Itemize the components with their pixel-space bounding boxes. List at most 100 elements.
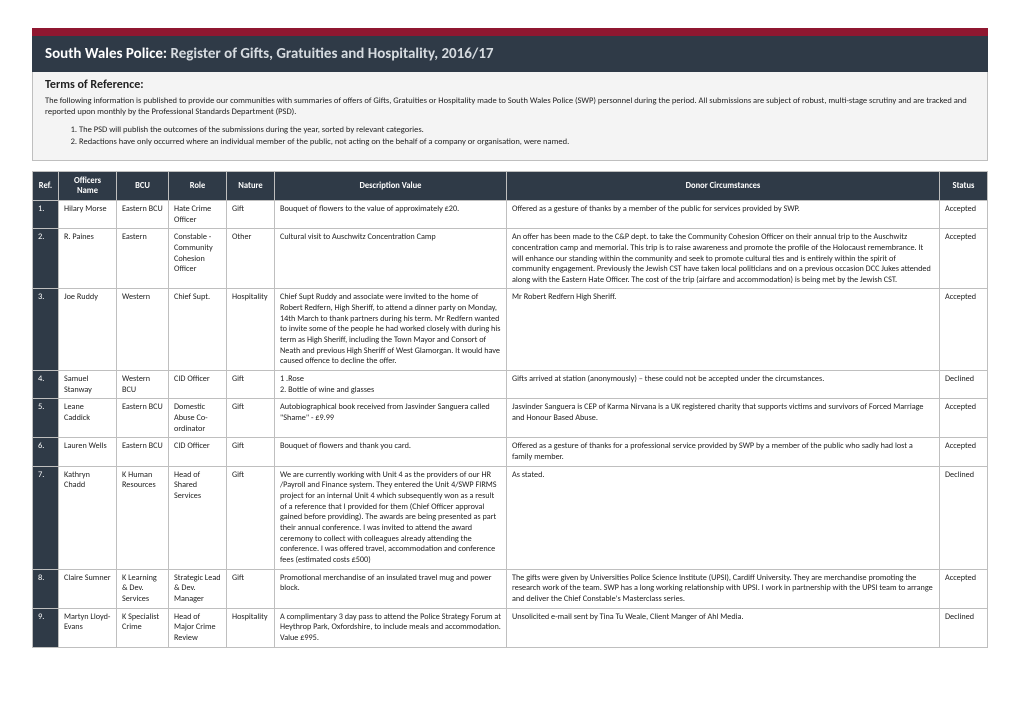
cell-donor: Gifts arrived at station (anonymously) –… [507,371,940,399]
cell-nature: Gift [227,466,275,569]
cell-bcu: Eastern BCU [117,399,169,438]
cell-bcu: K Specialist Crime [117,608,169,647]
cell-status: Accepted [940,200,988,228]
cell-ref: 8. [33,569,59,608]
cell-role: Head of Major Crime Review [169,608,227,647]
col-donor: Donor Circumstances [507,171,940,200]
cell-donor: Offered as a gesture of thanks by a memb… [507,200,940,228]
cell-role: Domestic Abuse Co-ordinator [169,399,227,438]
accent-stripe [32,28,988,36]
cell-bcu: Eastern BCU [117,438,169,466]
table-row: 4.Samuel StanwayWestern BCUCID OfficerGi… [33,371,988,399]
cell-status: Accepted [940,399,988,438]
cell-role: Hate Crime Officer [169,200,227,228]
cell-desc: Autobiographical book received from Jasv… [275,399,507,438]
cell-name: Samuel Stanway [59,371,117,399]
cell-nature: Gift [227,200,275,228]
cell-status: Declined [940,371,988,399]
terms-list: The PSD will publish the outcomes of the… [45,125,975,149]
cell-role: Strategic Lead & Dev. Manager [169,569,227,608]
table-row: 6.Lauren WellsEastern BCUCID OfficerGift… [33,438,988,466]
col-bcu: BCU [117,171,169,200]
cell-ref: 1. [33,200,59,228]
cell-nature: Gift [227,438,275,466]
cell-desc: Bouquet of flowers and thank you card. [275,438,507,466]
cell-desc: 1 .Rose2. Bottle of wine and glasses [275,371,507,399]
table-row: 9.Martyn Lloyd-EvansK Specialist CrimeHe… [33,608,988,647]
cell-donor: As stated. [507,466,940,569]
table-row: 2.R. PainesEasternConstable - Community … [33,229,988,289]
cell-ref: 4. [33,371,59,399]
cell-role: CID Officer [169,371,227,399]
cell-nature: Other [227,229,275,289]
cell-status: Accepted [940,569,988,608]
cell-donor: Offered as a gesture of thanks for a pro… [507,438,940,466]
table-row: 8.Claire SumnerK Learning & Dev. Service… [33,569,988,608]
cell-donor: An offer has been made to the C&P dept. … [507,229,940,289]
cell-desc: Cultural visit to Auschwitz Concentratio… [275,229,507,289]
terms-of-reference: Terms of Reference: The following inform… [32,72,988,161]
table-row: 7.Kathryn ChaddK Human ResourcesHead of … [33,466,988,569]
cell-name: R. Paines [59,229,117,289]
header-org: South Wales Police: [45,45,167,63]
cell-nature: Gift [227,371,275,399]
col-name: Officers Name [59,171,117,200]
cell-bcu: K Human Resources [117,466,169,569]
cell-name: Lauren Wells [59,438,117,466]
col-desc: Description Value [275,171,507,200]
cell-name: Martyn Lloyd-Evans [59,608,117,647]
cell-nature: Gift [227,399,275,438]
cell-name: Claire Sumner [59,569,117,608]
cell-ref: 7. [33,466,59,569]
cell-nature: Hospitality [227,289,275,371]
page-header: South Wales Police: Register of Gifts, G… [32,36,988,72]
table-row: 3.Joe RuddyWesternChief Supt.Hospitality… [33,289,988,371]
col-role: Role [169,171,227,200]
cell-status: Declined [940,608,988,647]
cell-status: Accepted [940,229,988,289]
cell-donor: The gifts were given by Universities Pol… [507,569,940,608]
cell-ref: 3. [33,289,59,371]
terms-title: Terms of Reference: [45,78,975,92]
header-title: Register of Gifts, Gratuities and Hospit… [170,45,493,63]
cell-role: CID Officer [169,438,227,466]
cell-bcu: Eastern [117,229,169,289]
cell-bcu: Eastern BCU [117,200,169,228]
terms-item: Redactions have only occurred where an i… [79,137,975,148]
register-table: Ref. Officers Name BCU Role Nature Descr… [32,171,988,648]
cell-donor: Mr Robert Redfern High Sheriff. [507,289,940,371]
terms-intro: The following information is published t… [45,96,975,119]
col-ref: Ref. [33,171,59,200]
cell-name: Leane Caddick [59,399,117,438]
cell-ref: 2. [33,229,59,289]
cell-donor: Jasvinder Sanguera is CEP of Karma Nirva… [507,399,940,438]
cell-status: Accepted [940,438,988,466]
cell-bcu: K Learning & Dev. Services [117,569,169,608]
cell-desc: Chief Supt Ruddy and associate were invi… [275,289,507,371]
cell-ref: 9. [33,608,59,647]
cell-name: Hilary Morse [59,200,117,228]
cell-desc: We are currently working with Unit 4 as … [275,466,507,569]
cell-ref: 5. [33,399,59,438]
cell-status: Declined [940,466,988,569]
col-status: Status [940,171,988,200]
cell-role: Chief Supt. [169,289,227,371]
cell-bcu: Western [117,289,169,371]
cell-nature: Gift [227,569,275,608]
table-row: 1.Hilary MorseEastern BCUHate Crime Offi… [33,200,988,228]
col-nature: Nature [227,171,275,200]
cell-name: Joe Ruddy [59,289,117,371]
cell-name: Kathryn Chadd [59,466,117,569]
table-header-row: Ref. Officers Name BCU Role Nature Descr… [33,171,988,200]
cell-desc: Bouquet of flowers to the value of appro… [275,200,507,228]
table-row: 5.Leane CaddickEastern BCUDomestic Abuse… [33,399,988,438]
cell-desc: A complimentary 3 day pass to attend the… [275,608,507,647]
cell-role: Head of Shared Services [169,466,227,569]
cell-status: Accepted [940,289,988,371]
cell-desc: Promotional merchandise of an insulated … [275,569,507,608]
cell-bcu: Western BCU [117,371,169,399]
cell-donor: Unsolicited e-mail sent by Tina Tu Weale… [507,608,940,647]
cell-ref: 6. [33,438,59,466]
cell-nature: Hospitality [227,608,275,647]
cell-role: Constable - Community Cohesion Officer [169,229,227,289]
